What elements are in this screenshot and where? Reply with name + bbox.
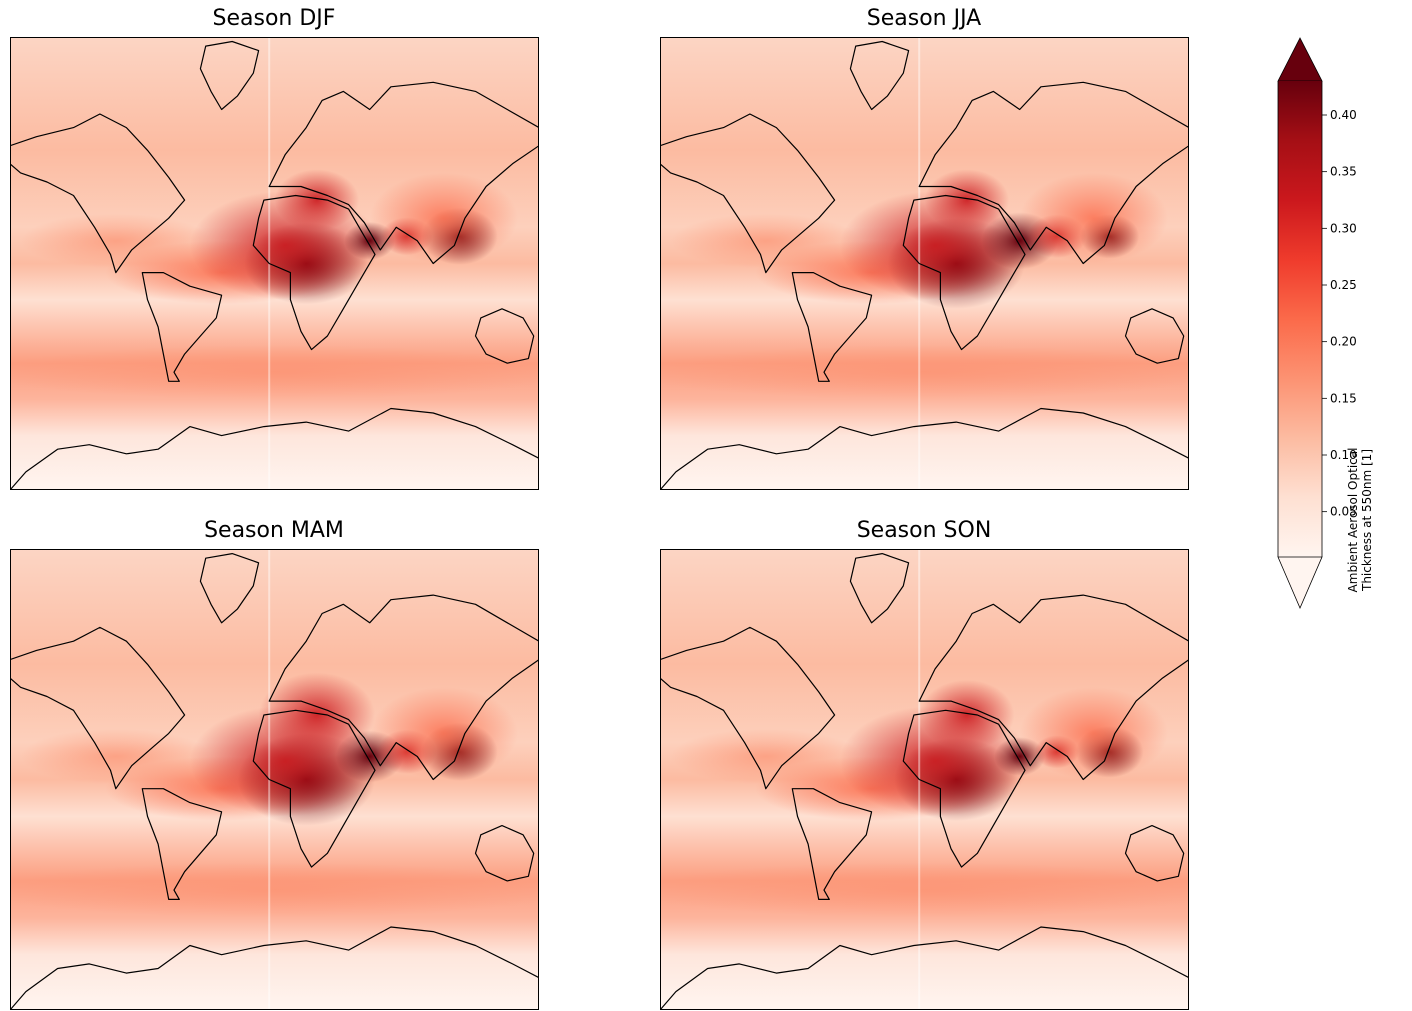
aerosol-hotspot [924,169,1010,231]
panel-title-son: Season SON [856,518,992,543]
aerosol-hotspot [369,172,518,264]
aerosol-field [660,37,1189,490]
coastline-australia [1124,308,1185,364]
aerosol-hotspot [20,728,212,785]
coastline-greenland [199,40,260,111]
colorbar-tick-label: 0.25 [1330,278,1357,292]
coastline-australia [1124,825,1185,882]
aerosol-hotspot [660,345,1189,400]
aerosol-field [10,37,539,490]
aerosol-hotspot [20,213,212,269]
aerosol-hotspot [660,862,1189,918]
coastline-antarctica [10,407,539,490]
colorbar-extend-min [1277,556,1323,610]
coastline-africa [252,709,376,868]
coastlines [10,40,539,490]
colorbar-tick-label: 0.10 [1330,448,1357,462]
map-frame [10,37,539,490]
colorbar-label-line2: Thickness at 550nm [1] [1360,448,1374,592]
coastline-greenland [849,40,910,111]
coastline-samerica [141,788,223,900]
coastlines [10,552,539,1010]
aerosol-hotspot [670,213,862,269]
colorbar-tick-label: 0.35 [1330,165,1357,179]
coastline-namerica [10,626,186,790]
coastline-antarctica [660,407,1189,490]
coastlines [660,40,1189,490]
coastline-eurasia [268,81,539,265]
coastline-australia [474,825,535,882]
coastline-eurasia [268,594,539,781]
map-panel-son [660,549,1189,1010]
aerosol-hotspot [919,679,1015,750]
panel-title-jja: Season JJA [866,6,982,31]
colorbar-tick-label: 0.30 [1330,221,1357,235]
coastline-africa [252,194,376,351]
coastline-africa [902,709,1026,868]
colorbar-extend-max [1277,37,1323,82]
panel-title-mam: Season MAM [204,518,344,543]
coastline-antarctica [10,926,539,1010]
aerosol-field [660,549,1189,1010]
map-frame [10,549,539,1010]
aerosol-hotspot [274,169,360,231]
panel-title-djf: Season DJF [212,6,336,31]
coastline-namerica [660,113,836,274]
colorbar: 0.05 0.10 0.15 0.20 0.25 0.30 0.35 0.40 [1277,37,1357,610]
colorbar-gradient [1278,81,1322,557]
aerosol-hotspot [670,728,862,785]
colorbar-tick-label: 0.40 [1330,108,1357,122]
coastline-africa [902,194,1026,351]
colorbar-ticks: 0.05 0.10 0.15 0.20 0.25 0.30 0.35 0.40 [1322,108,1357,519]
map-panel-mam [10,549,539,1010]
aerosol-hotspot [258,672,376,758]
colorbar-label-line1: Ambient Aerosol Optical [1346,447,1360,593]
aerosol-hotspot [10,345,539,400]
map-frame [660,37,1189,490]
map-panel-jja [660,37,1189,490]
aerosol-hotspot [369,687,518,780]
colorbar-tick-label: 0.05 [1330,505,1357,519]
colorbar-tick-label: 0.15 [1330,391,1357,405]
coastline-antarctica [660,926,1189,1010]
map-panel-djf [10,37,539,490]
aerosol-hotspot [1019,172,1168,264]
aerosol-hotspot [1019,687,1168,780]
coastlines [660,552,1189,1010]
coastline-namerica [660,626,836,790]
aerosol-field [10,549,539,1010]
coastline-samerica [141,272,223,382]
coastline-namerica [10,113,186,274]
coastline-eurasia [918,81,1189,265]
aerosol-hotspot [10,862,539,918]
coastline-australia [474,308,535,364]
coastline-samerica [791,272,873,382]
coastline-greenland [849,552,910,624]
coastline-greenland [199,552,260,624]
coastline-eurasia [918,594,1189,781]
map-frame [660,549,1189,1010]
coastline-samerica [791,788,873,900]
colorbar-tick-label: 0.20 [1330,335,1357,349]
